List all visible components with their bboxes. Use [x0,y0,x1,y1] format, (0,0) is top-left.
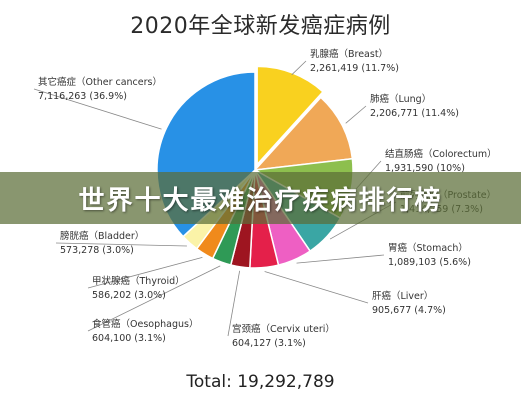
slice-value-1: 2,206,771 (11.4%) [370,108,459,119]
total-label: Total: 19,292,789 [186,372,335,392]
slice-value-5: 905,677 (4.7%) [372,305,446,316]
slice-value-9: 573,278 (3.0%) [60,245,134,256]
leader-line-10 [33,88,162,130]
banner-title: 世界十大最难治疗疾病排行榜 [78,185,443,216]
slice-value-8: 586,202 (3.0%) [92,290,166,301]
leader-line-5 [264,271,369,304]
slice-label-1: 肺癌（Lung） [370,93,431,105]
slice-value-2: 1,931,590 (10%) [385,163,465,174]
leader-line-6 [227,270,241,337]
chart-title: 2020年全球新发癌症病例 [130,14,391,39]
leader-line-0 [291,60,307,76]
leader-line-7 [87,265,221,332]
pie-slice-1 [253,96,354,171]
slice-value-4: 1,089,103 (5.6%) [388,257,471,268]
slice-label-0: 乳腺癌（Breast） [310,48,388,60]
slice-label-9: 膀胱癌（Bladder） [60,230,144,242]
pie-slice-0 [256,65,325,167]
slice-label-4: 胃癌（Stomach） [388,242,468,254]
slice-label-8: 甲状腺癌（Thyroid） [92,275,185,287]
slice-label-7: 食管癌（Oesophagus） [92,318,198,330]
slice-label-2: 结直肠癌（Colorectum） [385,148,497,160]
slice-label-6: 宫颈癌（Cervix uteri） [232,323,335,335]
leader-line-4 [296,254,385,264]
slice-value-0: 2,261,419 (11.7%) [310,63,399,74]
overlay-banner: 世界十大最难治疗疾病排行榜 [0,172,521,224]
slice-label-5: 肝癌（Liver） [372,290,433,302]
slice-value-6: 604,127 (3.1%) [232,338,306,349]
leader-line-9 [55,242,187,247]
leader-line-8 [87,257,203,289]
slice-label-10: 其它癌症（Other cancers） [38,76,162,88]
leader-line-1 [345,105,367,124]
slice-value-7: 604,100 (3.1%) [92,333,166,344]
slice-value-10: 7,116,263 (36.9%) [38,91,127,102]
